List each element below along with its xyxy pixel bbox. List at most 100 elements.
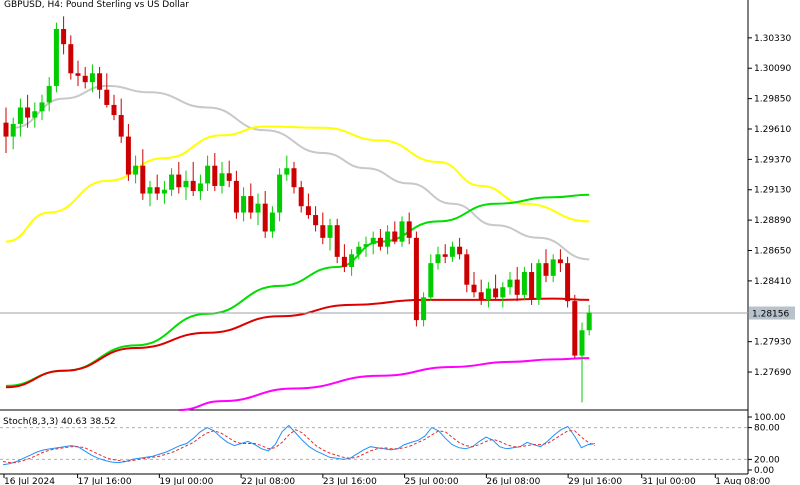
candle (176, 161, 182, 194)
candle (572, 294, 578, 359)
moving-average-line-2 (5, 125, 590, 243)
price-tick-label: 1.29850 (754, 95, 791, 105)
candle (284, 155, 290, 181)
candle (75, 60, 81, 86)
moving-average-line-3 (5, 193, 590, 387)
current-price-badge (749, 306, 795, 320)
candle-body (565, 263, 571, 302)
candle-body (262, 203, 268, 232)
candle-body (341, 256, 347, 267)
current-price-label: 1.28156 (752, 310, 789, 320)
candle (39, 94, 45, 121)
candle-body (449, 246, 455, 257)
candle (147, 180, 153, 207)
candle (435, 246, 441, 270)
candle (68, 35, 74, 80)
candle-body (89, 73, 95, 83)
candle (399, 216, 405, 247)
candle (89, 64, 95, 93)
candle-body (248, 196, 254, 213)
stochastic-tick-label: 100.00 (754, 413, 786, 423)
candle (197, 174, 203, 200)
candle-body (385, 231, 391, 247)
moving-average-line-4 (5, 297, 590, 389)
candle-body (370, 237, 376, 245)
candle-body (161, 189, 167, 194)
candle-body (493, 288, 499, 298)
candle (514, 266, 520, 302)
candle (377, 228, 383, 251)
time-tick-label: 19 Jul 00:00 (159, 477, 213, 485)
candle-body (413, 237, 419, 321)
stochastic-tick-label: 20.00 (754, 455, 780, 465)
stochastic-signal-line (2, 429, 596, 464)
candle (118, 98, 124, 143)
candle-body (457, 246, 463, 255)
candle-body (471, 284, 477, 293)
time-tick-label: 16 Jul 2024 (4, 477, 55, 485)
candle-body (485, 288, 491, 300)
candle-body (147, 187, 153, 194)
candle (53, 22, 59, 93)
candle-body (579, 330, 585, 356)
candle-body (205, 165, 211, 184)
candle-body (363, 244, 369, 247)
candle-body (435, 254, 441, 264)
stochastic-main-line (2, 424, 596, 466)
candle (97, 66, 103, 99)
candle (248, 183, 254, 219)
candle-body (392, 231, 398, 242)
candle (104, 73, 110, 108)
candle (291, 161, 297, 194)
candle-body (140, 165, 146, 194)
candle-body (313, 215, 319, 226)
price-tick-label: 1.29610 (754, 125, 791, 135)
stochastic-levels (0, 427, 748, 460)
price-tick-label: 1.27690 (754, 368, 791, 378)
candle (233, 170, 239, 219)
candle (212, 153, 218, 192)
candle-body (572, 301, 578, 356)
candle-body (212, 165, 218, 186)
candle (579, 322, 585, 403)
candle (262, 191, 268, 238)
candle-body (550, 259, 556, 276)
candle (277, 168, 283, 222)
candle-body (241, 196, 247, 213)
time-tick-label: 22 Jul 08:00 (241, 477, 295, 485)
candle (125, 123, 131, 181)
candle (334, 218, 340, 264)
candle (313, 206, 319, 232)
candle-body (190, 180, 196, 192)
candle (341, 244, 347, 273)
candle (543, 249, 549, 283)
candle-body (154, 187, 160, 194)
candle-body (277, 174, 283, 213)
candle-body (327, 225, 333, 238)
candle-body (269, 212, 275, 232)
candle (464, 249, 470, 293)
candle-body (349, 254, 355, 267)
candle-body (320, 225, 326, 238)
candle-body (356, 246, 362, 255)
price-tick-label: 1.30330 (754, 34, 791, 44)
candle-body (183, 180, 189, 188)
candle-body (507, 279, 513, 288)
price-tick-label: 1.28890 (754, 216, 791, 226)
candle (493, 274, 499, 300)
candle (17, 98, 23, 137)
candle (190, 161, 196, 197)
candle (183, 170, 189, 200)
candle-body (399, 221, 405, 242)
candle (61, 16, 67, 55)
candle-body (97, 73, 103, 90)
candle (521, 266, 527, 300)
candle (269, 206, 275, 238)
candle-body (298, 187, 304, 207)
candle-body (284, 168, 290, 175)
candle (255, 193, 261, 226)
price-tick-label: 1.30090 (754, 64, 791, 74)
time-tick-label: 29 Jul 16:00 (568, 477, 622, 485)
